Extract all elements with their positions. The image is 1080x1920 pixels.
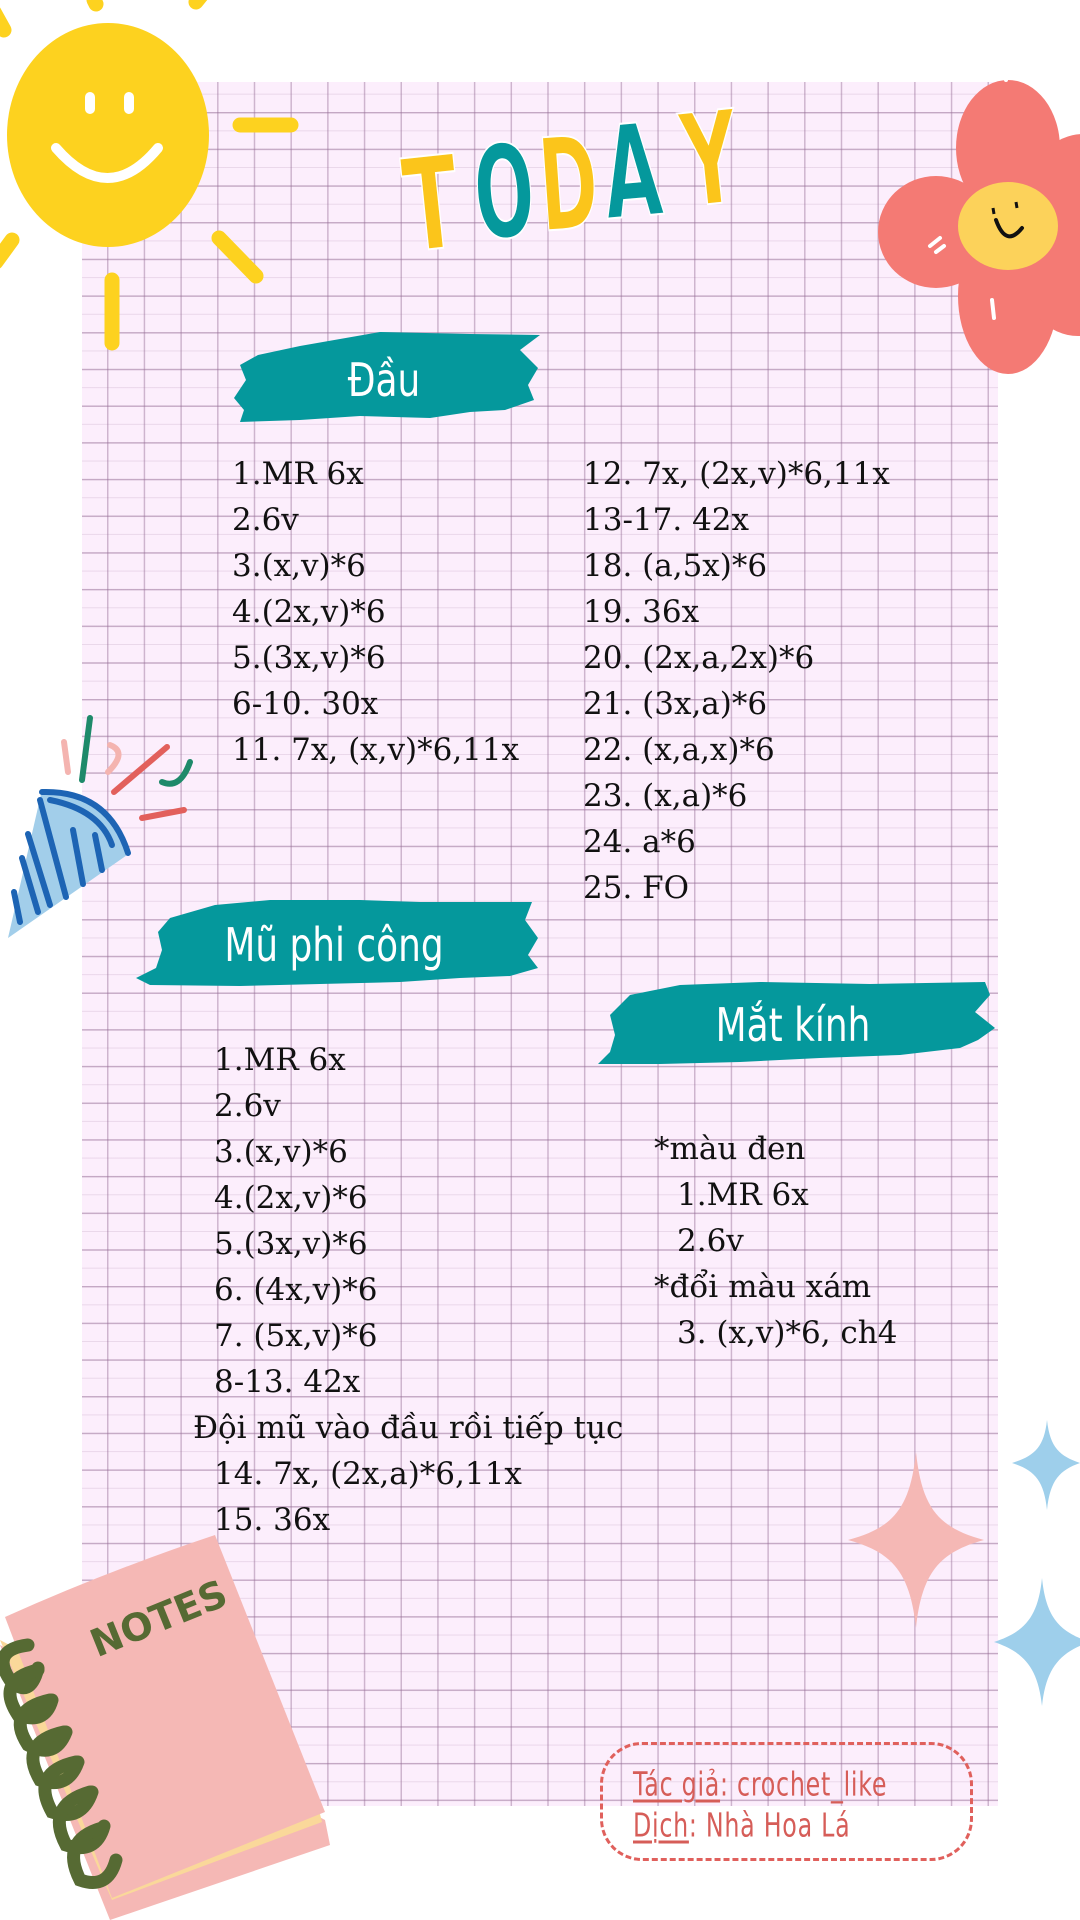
- notebook-icon: [0, 1535, 330, 1920]
- pattern-row: 18. (a,5x)*6: [583, 548, 768, 584]
- pattern-row: 13-17. 42x: [583, 502, 750, 538]
- banner-hat-brush: [136, 900, 538, 986]
- pattern-row: 12. 7x, (2x,v)*6,11x: [583, 456, 890, 492]
- author-label: Tác giả: [633, 1764, 721, 1804]
- banner-head-brush: [234, 332, 540, 422]
- pattern-row: 14. 7x, (2x,a)*6,11x: [214, 1456, 522, 1492]
- pattern-row: 3.(x,v)*6: [232, 548, 366, 584]
- grid-paper-background: [82, 82, 998, 1806]
- credit-box: [600, 1742, 973, 1861]
- credit-author: Tác giả: crochet_like: [633, 1765, 887, 1804]
- pattern-note: *màu đen: [654, 1131, 806, 1167]
- pattern-note: *đổi màu xám: [654, 1269, 872, 1305]
- sparkle-blue-small-icon: [1012, 1420, 1080, 1510]
- credit-translator: Dịch: Nhà Hoa Lá: [633, 1806, 850, 1845]
- pattern-row: 15. 36x: [214, 1502, 331, 1538]
- title-letter: O: [468, 116, 540, 270]
- sparkle-blue-large-icon: [994, 1578, 1080, 1706]
- sparkle-pink-icon: [848, 1452, 984, 1628]
- pattern-row: 11. 7x, (x,v)*6,11x: [232, 732, 520, 768]
- pattern-row: 19. 36x: [583, 594, 700, 630]
- pattern-row: 3. (x,v)*6, ch4: [677, 1315, 898, 1351]
- section-title-glasses: Mắt kính: [715, 998, 871, 1052]
- section-title-head: Đầu: [347, 353, 421, 407]
- pattern-row: 1.MR 6x: [677, 1177, 809, 1213]
- pattern-row: 1.MR 6x: [214, 1042, 346, 1078]
- pattern-row: 6-10. 30x: [232, 686, 379, 722]
- sun-smiley-icon: [0, 0, 299, 351]
- pattern-row: 22. (x,a,x)*6: [583, 732, 775, 768]
- pattern-row: 5.(3x,v)*6: [214, 1226, 368, 1262]
- pattern-row: 20. (2x,a,2x)*6: [583, 640, 815, 676]
- section-title-hat: Mũ phi công: [224, 918, 444, 972]
- banner-glasses-brush: [598, 982, 995, 1064]
- pattern-row: 2.6v: [677, 1223, 744, 1259]
- author-name: : crochet_like: [720, 1764, 888, 1804]
- translator-name: : Nhà Hoa Lá: [688, 1805, 851, 1845]
- translator-label: Dịch: [633, 1805, 689, 1845]
- pattern-row: 8-13. 42x: [214, 1364, 361, 1400]
- pattern-row: 21. (3x,a)*6: [583, 686, 768, 722]
- pattern-row: 5.(3x,v)*6: [232, 640, 386, 676]
- party-hat-icon: [8, 715, 193, 938]
- pattern-row: 23. (x,a)*6: [583, 778, 748, 814]
- pattern-row: 6. (4x,v)*6: [214, 1272, 378, 1308]
- pattern-row: 1.MR 6x: [232, 456, 364, 492]
- title-letter: D: [533, 108, 603, 262]
- pattern-row: 7. (5x,v)*6: [214, 1318, 378, 1354]
- pattern-row: 2.6v: [232, 502, 299, 538]
- pattern-row: 2.6v: [214, 1088, 281, 1124]
- pattern-row: 24. a*6: [583, 824, 696, 860]
- flower-smiley-icon: [878, 76, 1080, 374]
- pattern-row: 25. FO: [583, 870, 690, 906]
- title-letter: A: [596, 95, 668, 250]
- pattern-row: 4.(2x,v)*6: [214, 1180, 368, 1216]
- pattern-row: 4.(2x,v)*6: [232, 594, 386, 630]
- pattern-row: 3.(x,v)*6: [214, 1134, 348, 1170]
- pattern-note: Đội mũ vào đầu rồi tiếp tục: [193, 1410, 624, 1446]
